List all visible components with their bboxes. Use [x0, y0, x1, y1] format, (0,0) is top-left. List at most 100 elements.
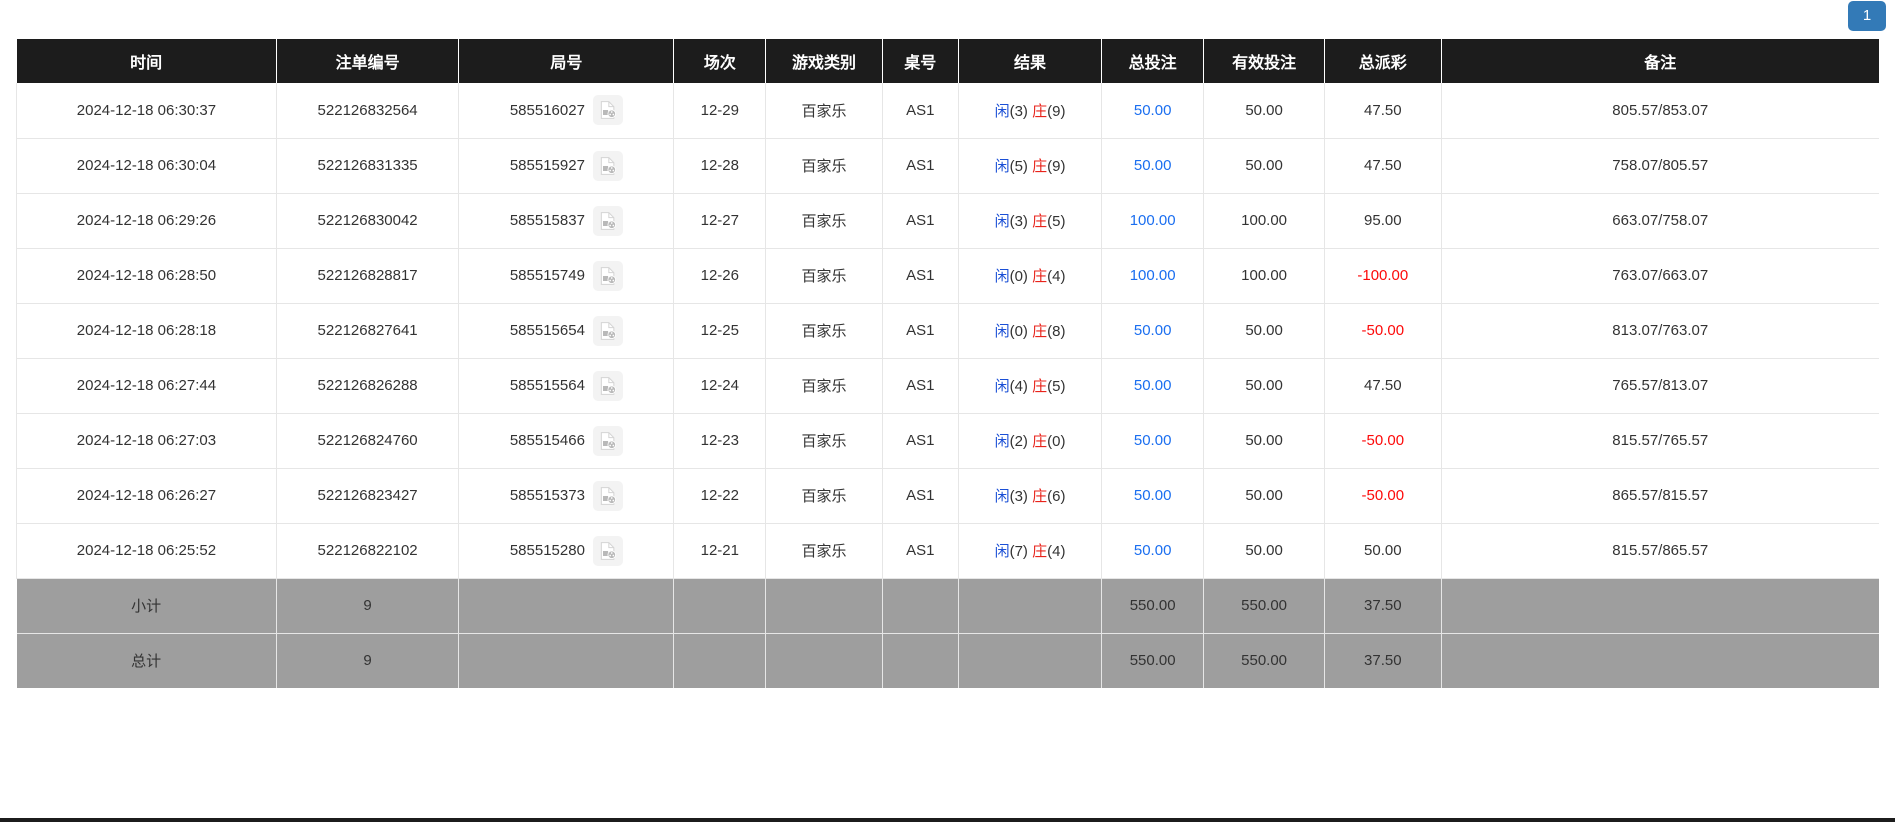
- cell-session: 12-23: [673, 413, 767, 469]
- column-header-stake[interactable]: 总投注: [1101, 39, 1205, 83]
- round-number: 585515466: [509, 432, 585, 449]
- video-record-icon[interactable]: [592, 480, 623, 511]
- payout-amount: 95.00: [1364, 212, 1402, 229]
- round-number: 585516027: [509, 101, 585, 119]
- column-header-result[interactable]: 结果: [958, 39, 1103, 83]
- video-record-icon[interactable]: [592, 315, 623, 346]
- result-player-value: (3): [1009, 488, 1028, 505]
- cell-remark: 763.07/663.07: [1441, 248, 1879, 304]
- summary-valid: 550.00: [1203, 633, 1326, 688]
- page-number-badge[interactable]: 1: [1848, 1, 1886, 31]
- cell-table: AS1: [882, 468, 959, 524]
- cell-valid: 50.00: [1203, 138, 1326, 194]
- column-header-payout[interactable]: 总派彩: [1324, 39, 1442, 83]
- result-player-label: 闲: [994, 102, 1010, 120]
- cell-remark: 805.57/853.07: [1441, 83, 1879, 139]
- cell-remark: 765.57/813.07: [1441, 358, 1879, 414]
- cell-time: 2024-12-18 06:27:44: [16, 358, 277, 414]
- summary-round: [458, 633, 675, 688]
- result-banker-label: 庄: [1032, 213, 1048, 230]
- column-header-remark[interactable]: 备注: [1441, 39, 1879, 83]
- cell-session: 12-29: [673, 83, 767, 139]
- video-record-icon[interactable]: [592, 260, 623, 291]
- cell-remark: 865.57/815.57: [1441, 468, 1879, 524]
- cell-round: 585515373: [458, 468, 675, 524]
- cell-stake: 100.00: [1101, 193, 1205, 249]
- cell-bet-no: 522126827641: [276, 303, 460, 359]
- result-player-value: (5): [1009, 158, 1028, 175]
- payout-amount: 47.50: [1364, 377, 1402, 394]
- cell-time: 2024-12-18 06:30:37: [16, 83, 277, 139]
- cell-valid: 50.00: [1203, 358, 1326, 414]
- result-banker-label: 庄: [1032, 158, 1048, 175]
- cell-result: 闲(3) 庄(9): [958, 83, 1103, 139]
- cell-result: 闲(7) 庄(4): [958, 523, 1103, 579]
- cell-stake: 50.00: [1101, 83, 1205, 139]
- round-number: 585515373: [509, 487, 585, 504]
- summary-table: [882, 578, 959, 634]
- table-row: 2024-12-18 06:30:37 522126832564 585516027…: [16, 83, 1879, 139]
- column-header-game[interactable]: 游戏类别: [765, 39, 883, 83]
- cell-payout: -100.00: [1324, 248, 1442, 304]
- cell-payout: 47.50: [1324, 138, 1442, 194]
- cell-bet-no: 522126824760: [276, 413, 460, 469]
- column-header-bet-no[interactable]: 注单编号: [276, 39, 460, 83]
- cell-bet-no: 522126830042: [276, 193, 460, 249]
- summary-remark: [1441, 633, 1879, 688]
- video-record-icon[interactable]: [592, 370, 623, 401]
- result-player-value: (7): [1009, 543, 1028, 560]
- cell-game: 百家乐: [765, 248, 883, 304]
- video-record-icon[interactable]: [592, 425, 623, 456]
- summary-remark: [1441, 578, 1879, 634]
- round-number: 585515837: [509, 212, 585, 229]
- cell-valid: 50.00: [1203, 523, 1326, 579]
- payout-amount: 47.50: [1364, 101, 1402, 119]
- cell-payout: 50.00: [1324, 523, 1442, 579]
- column-header-session[interactable]: 场次: [673, 39, 767, 83]
- video-record-icon[interactable]: [592, 205, 623, 236]
- result-player-label: 闲: [994, 378, 1010, 395]
- cell-payout: -50.00: [1324, 413, 1442, 469]
- column-header-valid[interactable]: 有效投注: [1203, 39, 1326, 83]
- cell-table: AS1: [882, 83, 959, 139]
- table-row: 2024-12-18 06:27:03 522126824760 585515466…: [16, 413, 1879, 469]
- cell-table: AS1: [882, 138, 959, 194]
- stake-amount: 100.00: [1129, 267, 1176, 284]
- column-header-round[interactable]: 局号: [458, 39, 675, 83]
- cell-session: 12-26: [673, 248, 767, 304]
- cell-remark: 815.57/865.57: [1441, 523, 1879, 579]
- cell-session: 12-24: [673, 358, 767, 414]
- column-header-table[interactable]: 桌号: [882, 39, 959, 83]
- cell-stake: 50.00: [1101, 303, 1205, 359]
- pagination-area: 1: [1775, 0, 1895, 34]
- result-banker-label: 庄: [1032, 323, 1048, 340]
- cell-valid: 50.00: [1203, 413, 1326, 469]
- result-banker-value: (5): [1047, 378, 1066, 395]
- video-record-icon[interactable]: [592, 535, 623, 566]
- table-row: 2024-12-18 06:28:18 522126827641 585515654…: [16, 303, 1879, 359]
- cell-result: 闲(4) 庄(5): [958, 358, 1103, 414]
- cell-stake: 50.00: [1101, 413, 1205, 469]
- summary-round: [458, 578, 675, 634]
- cell-payout: 47.50: [1324, 83, 1442, 139]
- stake-amount: 50.00: [1133, 432, 1172, 449]
- cell-stake: 50.00: [1101, 138, 1205, 194]
- video-record-icon[interactable]: [592, 150, 623, 181]
- cell-bet-no: 522126831335: [276, 138, 460, 194]
- column-header-time[interactable]: 时间: [16, 39, 277, 83]
- summary-game: [765, 633, 883, 688]
- cell-game: 百家乐: [765, 413, 883, 469]
- bottom-divider: [0, 818, 1895, 822]
- cell-bet-no: 522126832564: [276, 83, 460, 139]
- cell-time: 2024-12-18 06:27:03: [16, 413, 277, 469]
- summary-row-total: 总计 9 550.00 550.00 37.50: [16, 633, 1879, 688]
- video-record-icon[interactable]: [592, 95, 623, 126]
- cell-payout: 47.50: [1324, 358, 1442, 414]
- cell-game: 百家乐: [765, 138, 883, 194]
- cell-result: 闲(3) 庄(6): [958, 468, 1103, 524]
- summary-payout: 37.50: [1324, 633, 1442, 688]
- summary-count: 9: [276, 578, 460, 634]
- round-number: 585515654: [509, 322, 585, 339]
- cell-game: 百家乐: [765, 193, 883, 249]
- result-banker-label: 庄: [1032, 102, 1048, 120]
